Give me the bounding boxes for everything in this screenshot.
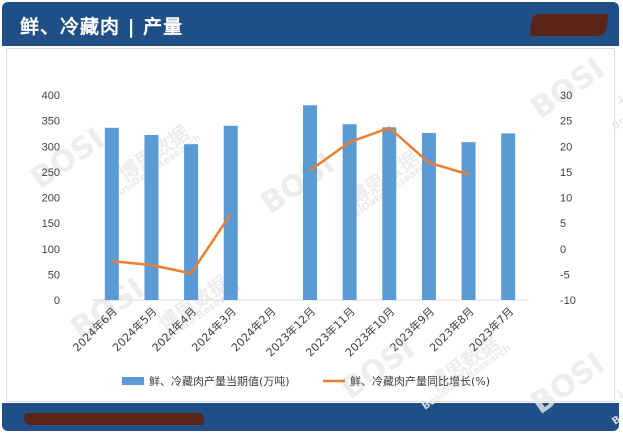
watermark-cn: 博思数据 [614, 346, 623, 412]
line-series [111, 126, 469, 275]
bar [501, 133, 516, 300]
y-left-tick-label: 0 [54, 295, 60, 307]
bar [382, 127, 397, 300]
bar-series [104, 105, 516, 301]
y-right-tick-label: -5 [560, 269, 570, 281]
bar [223, 125, 238, 300]
growth-line [309, 126, 469, 176]
legend-bar-label: 鲜、冷藏肉产量当期值(万吨) [149, 374, 290, 388]
watermark-cn: 博思数据 [614, 51, 623, 117]
watermark-brand: BOSI [525, 346, 612, 421]
y-right-tick-label: 30 [560, 90, 572, 102]
y-right-tick-label: -10 [560, 295, 576, 307]
y-right-tick-label: 20 [560, 141, 572, 153]
y-left-tick-label: 400 [42, 90, 60, 102]
bar [342, 124, 357, 301]
x-axis-labels: 2024年6月2024年5月2024年4月2024年3月2024年2月2023年… [70, 304, 517, 359]
legend-bar-swatch [122, 377, 144, 385]
y-left-tick-label: 350 [42, 116, 60, 128]
legend: 鲜、冷藏肉产量当期值(万吨) 鲜、冷藏肉产量同比增长(%) [122, 374, 490, 388]
legend-line-label: 鲜、冷藏肉产量同比增长(%) [350, 374, 490, 388]
header-bar: 鲜、冷藏肉 | 产量 [2, 2, 619, 46]
y-left-tick-label: 150 [42, 218, 60, 230]
bar [144, 134, 159, 300]
growth-line [111, 213, 232, 275]
bar [104, 127, 119, 300]
y-right-tick-label: 25 [560, 116, 572, 128]
y-right-tick-label: 5 [560, 218, 566, 230]
y-left-tick-label: 250 [42, 167, 60, 179]
y-left-tick-label: 300 [42, 141, 60, 153]
axes: 0 50 100 150 200 250 300 350 400 -10 -5 0 5 10 15 20 25 3… [42, 90, 576, 307]
watermark-brand: BOSI [25, 121, 112, 196]
y-left-tick-label: 50 [48, 269, 60, 281]
y-right-tick-label: 0 [560, 244, 566, 256]
bar [184, 144, 199, 300]
y-right-tick-label: 15 [560, 167, 572, 179]
bar [303, 105, 317, 300]
footer-bar [2, 403, 619, 431]
bar [421, 132, 436, 300]
bar [461, 142, 476, 300]
y-right-tick-label: 10 [560, 193, 572, 205]
y-left-tick-label: 200 [42, 193, 60, 205]
page-title: 鲜、冷藏肉 | 产量 [20, 16, 184, 38]
y-left-tick-label: 100 [42, 244, 60, 256]
